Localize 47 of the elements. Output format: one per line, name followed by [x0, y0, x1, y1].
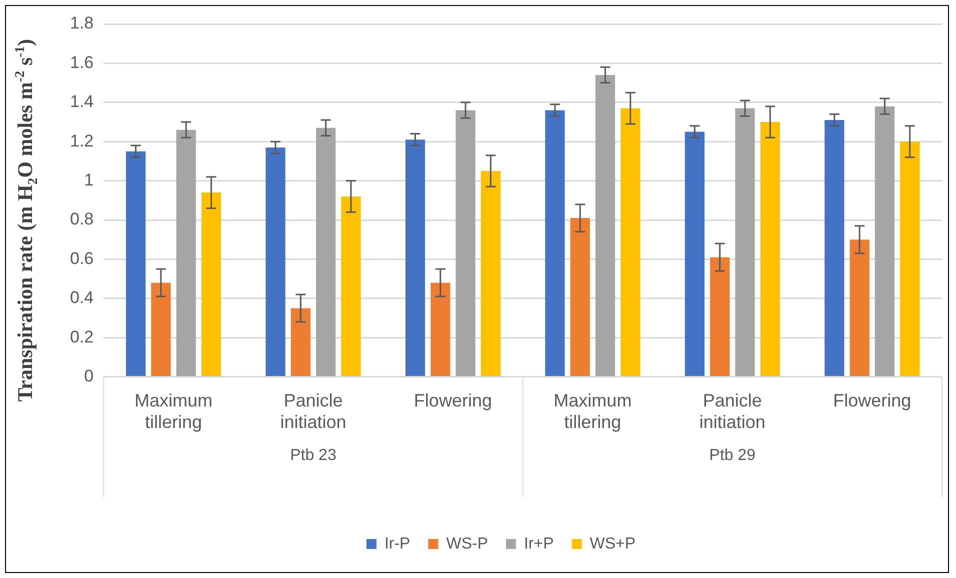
y-tick-label: 0.8	[70, 210, 94, 229]
x-tick-label: Panicle initiation	[280, 390, 346, 432]
bar	[735, 108, 755, 376]
y-tick-label: 0	[84, 366, 94, 386]
x-tick-label: Maximum tillering	[554, 390, 632, 432]
bar	[684, 132, 704, 376]
x-tick-label: Maximum tillering	[134, 390, 213, 432]
y-tick-label: 1.2	[70, 131, 94, 150]
text: Ptb 29	[709, 447, 756, 464]
bar	[760, 122, 780, 376]
legend-label: Ir+P	[524, 535, 554, 552]
legend-label: WS-P	[446, 535, 488, 552]
bar	[341, 196, 361, 376]
bar	[620, 108, 640, 376]
bar	[710, 257, 730, 376]
text: Transpiration rate (m H2O moles m-2 s-1)	[12, 39, 40, 402]
x-tick-label: Panicle initiation	[699, 390, 766, 432]
y-tick-label: 0.4	[70, 288, 94, 308]
bar	[176, 130, 196, 376]
bar	[266, 147, 286, 376]
bar	[900, 142, 920, 376]
bar	[201, 192, 222, 376]
bar	[430, 282, 450, 376]
bar	[316, 128, 336, 376]
y-tick-label: 1.8	[70, 14, 94, 33]
bar	[480, 171, 500, 376]
bar	[151, 282, 171, 376]
y-tick-label: 0.2	[70, 327, 94, 346]
text: Ptb 23	[290, 447, 336, 464]
y-tick-label: 0.6	[70, 248, 94, 268]
bar	[126, 151, 146, 376]
legend-label: Ir-P	[384, 535, 410, 552]
y-tick-label: 1.4	[70, 92, 94, 112]
bar	[405, 140, 426, 376]
x-tick-label: Flowering	[833, 390, 912, 411]
bar	[850, 240, 870, 376]
bar	[595, 74, 616, 376]
bar	[456, 110, 476, 376]
bar	[290, 308, 310, 376]
bar	[545, 110, 565, 376]
legend-label: WS+P	[590, 535, 636, 552]
y-tick-label: 1.6	[70, 52, 94, 72]
bar	[824, 120, 844, 376]
bar	[570, 218, 590, 376]
bar	[874, 106, 895, 376]
x-tick-label: Flowering	[414, 390, 492, 411]
y-tick-label: 1	[84, 170, 94, 190]
